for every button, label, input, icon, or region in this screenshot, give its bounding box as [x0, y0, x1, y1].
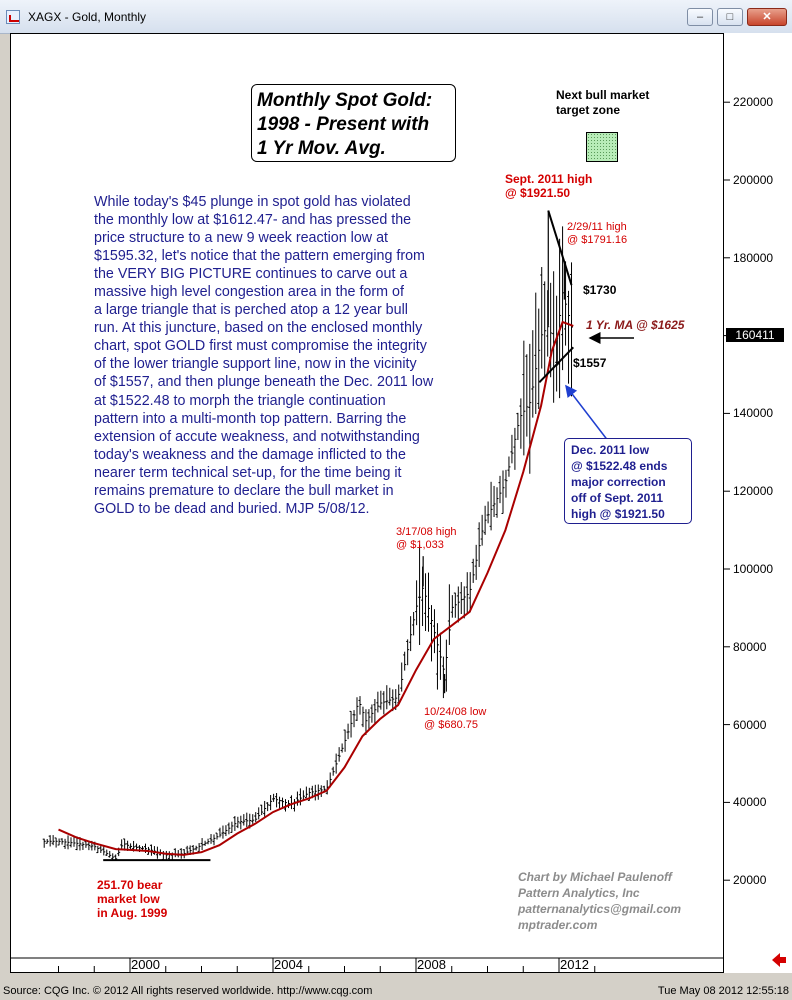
annotation-1557-level: $1557	[573, 356, 607, 370]
window-title: XAGX - Gold, Monthly	[28, 10, 147, 24]
annotation-aug-1999-low: 251.70 bear market low in Aug. 1999	[97, 878, 168, 920]
annotation-sept-2011-high: Sept. 2011 high @ $1921.50	[505, 172, 593, 200]
close-button[interactable]: ✕	[747, 8, 787, 26]
chart-credits: Chart by Michael Paulenoff Pattern Analy…	[518, 870, 682, 932]
y-tick-label: 220000	[733, 95, 774, 110]
trendline	[538, 346, 575, 383]
chart-app-icon	[6, 10, 20, 24]
y-tick-label: 80000	[733, 639, 767, 654]
status-footer: Source: CQG Inc. © 2012 All rights reser…	[0, 984, 792, 1000]
y-tick-label: 60000	[733, 717, 767, 732]
x-tick-label: 2004	[274, 957, 303, 972]
market-commentary: While today's $45 plunge in spot gold ha…	[94, 194, 434, 517]
chart-title-line2: 1998 - Present with	[257, 114, 430, 135]
y-tick-label: 140000	[733, 406, 774, 421]
target-zone-label: Next bull market target zone	[556, 88, 650, 117]
annotation-oct-2008-low: 10/24/08 low @ $680.75	[424, 706, 487, 731]
annotation-feb-2011-high: 2/29/11 high @ $1791.16	[567, 221, 628, 246]
y-tick-label: 40000	[733, 795, 767, 810]
source-credit: Source: CQG Inc. © 2012 All rights reser…	[3, 985, 373, 997]
timestamp: Tue May 08 2012 12:55:18	[657, 985, 789, 997]
trendline	[547, 210, 573, 286]
price-axis	[724, 33, 792, 973]
x-tick-label: 2000	[131, 957, 160, 972]
chart-title-line3: 1 Yr Mov. Avg.	[257, 138, 386, 159]
y-tick-label: 180000	[733, 250, 774, 265]
y-tick-label: 20000	[733, 873, 767, 888]
chart-title-line1: Monthly Spot Gold:	[257, 90, 433, 111]
y-tick-label: 100000	[733, 562, 774, 576]
scroll-right-icon[interactable]	[770, 949, 788, 971]
dec-low-arrow-icon	[565, 384, 613, 447]
y-tick-label: 120000	[733, 484, 774, 499]
annotation-mar-2008-high: 3/17/08 high @ $1,033	[396, 526, 457, 551]
maximize-button[interactable]: □	[717, 8, 743, 26]
ohlc-bars	[42, 226, 574, 861]
x-tick-label: 2008	[417, 957, 446, 972]
window-titlebar: XAGX - Gold, Monthly – □ ✕	[0, 0, 792, 34]
last-price-marker: 160411	[726, 328, 784, 342]
chart-title-box: Monthly Spot Gold: 1998 - Present with 1…	[251, 84, 456, 162]
moving-average-line	[58, 320, 574, 856]
minimize-button[interactable]: –	[687, 8, 713, 26]
annotation-dec-2011-low: Dec. 2011 low @ $1522.48 ends major corr…	[564, 438, 692, 524]
annotation-1730-level: $1730	[583, 283, 617, 297]
annotation-moving-average: 1 Yr. MA @ $1625	[586, 318, 685, 332]
y-tick-label: 200000	[733, 173, 774, 187]
x-tick-label: 2012	[560, 957, 589, 972]
target-zone-box	[586, 132, 618, 162]
